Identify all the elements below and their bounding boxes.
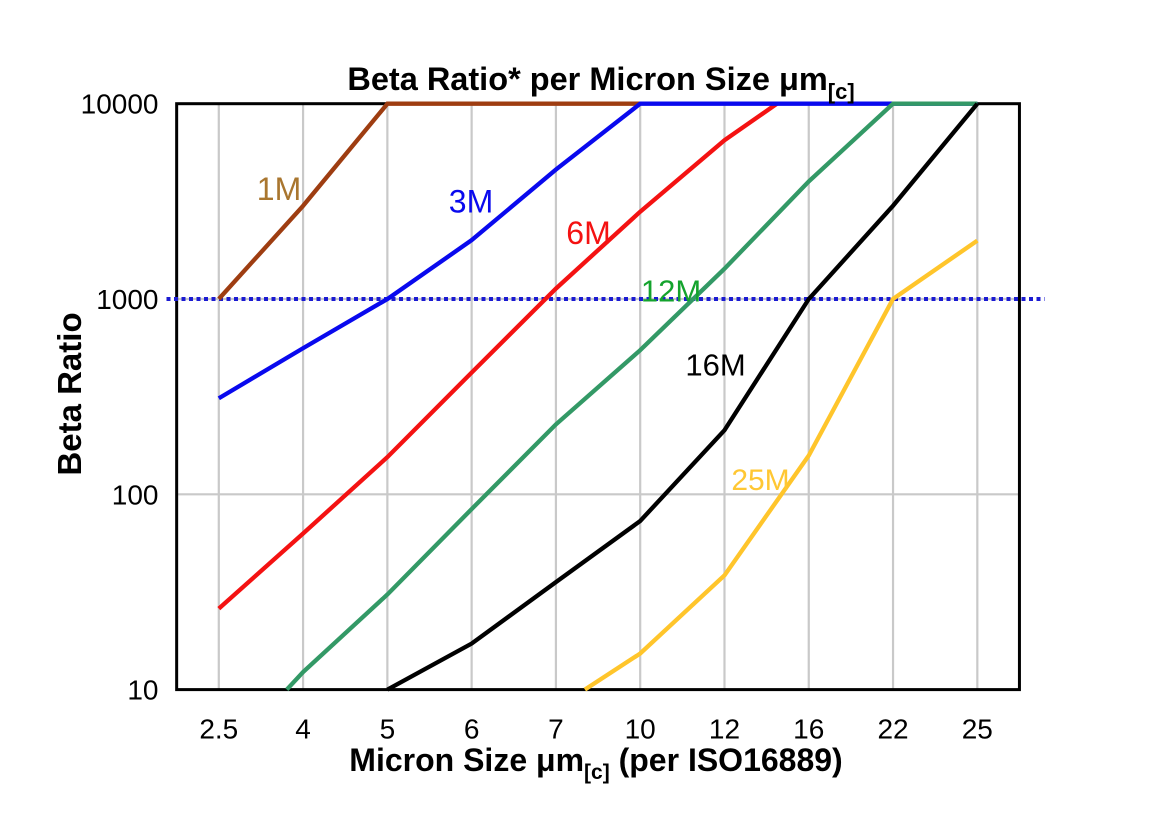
- y-axis-title: Beta Ratio: [51, 312, 88, 475]
- x-tick-label: 12: [709, 714, 740, 745]
- series-label-16M: 16M: [685, 348, 745, 383]
- series-line-12M: [285, 101, 978, 692]
- chart-title: Beta Ratio* per Micron Size μm[c]: [347, 61, 854, 104]
- x-axis-title-unit: μm: [536, 742, 584, 778]
- series-label-3M: 3M: [449, 184, 493, 220]
- title-unit: μm: [779, 61, 828, 97]
- series-label-1M: 1M: [257, 171, 301, 207]
- y-tick-label: 10: [127, 675, 158, 706]
- x-tick-label: 2.5: [199, 714, 238, 745]
- series-line-16M: [386, 102, 979, 692]
- series-label-12M: 12M: [641, 273, 701, 308]
- x-tick-label: 6: [464, 714, 480, 745]
- x-tick-label: 16: [793, 714, 824, 745]
- x-axis-title-unit-subscript: [c]: [584, 761, 610, 784]
- x-tick-label: 22: [877, 714, 908, 745]
- y-tick-label: 100: [112, 479, 159, 510]
- x-tick-label: 5: [380, 714, 396, 745]
- plot-area: 1M 3M 6M 12M 16M 25M 2.5 4 5 6 7 10 12 16 22 25 10000 100…: [81, 89, 1045, 745]
- x-axis-title: Micron Size μm[c] (per ISO16889): [349, 742, 842, 784]
- y-tick-label: 10000: [81, 89, 159, 120]
- x-tick-label: 10: [625, 714, 656, 745]
- series-label-6M: 6M: [566, 215, 610, 251]
- title-unit-subscript: [c]: [828, 79, 855, 104]
- title-text: Beta Ratio* per Micron Size: [347, 61, 779, 97]
- x-tick-label: 25: [962, 714, 993, 745]
- y-tick-label: 1000: [96, 284, 158, 315]
- series-line-3M: [217, 101, 978, 401]
- x-tick-label: 4: [295, 714, 311, 745]
- series-label-25M: 25M: [731, 464, 789, 497]
- x-axis-title-text: Micron Size: [349, 742, 536, 778]
- series-line-25M: [583, 238, 979, 692]
- x-tick-label: 7: [548, 714, 564, 745]
- series-line-6M: [217, 101, 779, 611]
- x-axis-title-suffix: (per ISO16889): [610, 742, 843, 778]
- series-line-1M: [217, 101, 641, 301]
